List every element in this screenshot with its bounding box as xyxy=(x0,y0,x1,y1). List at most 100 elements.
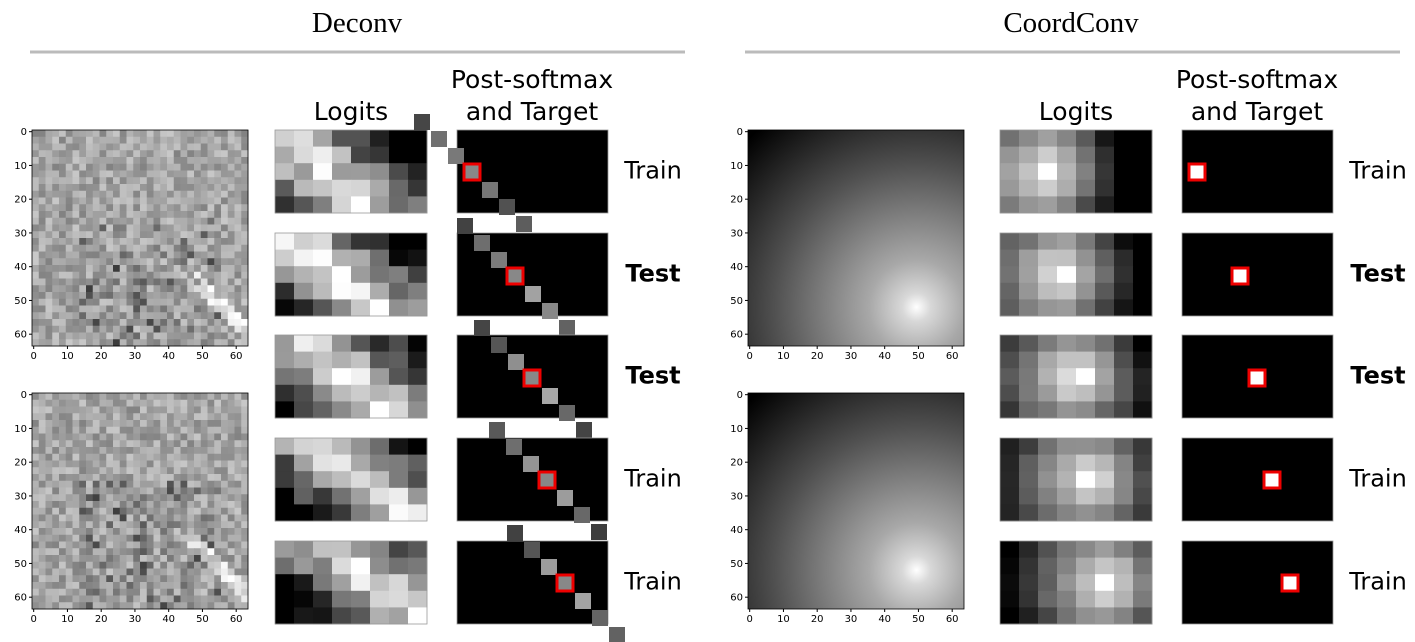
pixel xyxy=(38,211,46,219)
logit-cell xyxy=(1057,574,1077,592)
softmax-cell xyxy=(559,405,575,421)
pixel xyxy=(180,163,188,171)
pixel xyxy=(207,224,215,232)
pixel xyxy=(200,170,208,178)
pixel xyxy=(140,501,148,509)
pixel xyxy=(86,150,94,158)
pixel xyxy=(140,211,148,219)
pixel xyxy=(214,447,222,455)
pixel xyxy=(200,568,208,576)
pixel xyxy=(153,177,161,185)
pixel xyxy=(38,251,46,259)
pixel xyxy=(99,501,107,509)
panel-title: Deconv xyxy=(312,7,403,39)
pixel xyxy=(227,305,235,313)
logit-cell xyxy=(1057,179,1077,197)
pixel xyxy=(65,184,73,192)
logit-cell xyxy=(1076,401,1096,419)
softmax-cell xyxy=(575,593,591,609)
pixel xyxy=(160,211,168,219)
pixel xyxy=(65,325,73,333)
pixel xyxy=(52,521,60,529)
pixel xyxy=(187,244,195,252)
pixel xyxy=(227,420,235,428)
pixel xyxy=(72,184,80,192)
pixel xyxy=(241,197,249,205)
logit-cell xyxy=(1076,196,1096,214)
pixel xyxy=(221,568,229,576)
pixel xyxy=(119,312,127,320)
pixel xyxy=(86,487,94,495)
logit-cell xyxy=(1076,471,1096,489)
pixel xyxy=(167,501,175,509)
pixel xyxy=(187,292,195,300)
pixel xyxy=(194,541,202,549)
pixel xyxy=(45,130,53,138)
logit-cell xyxy=(1038,146,1058,164)
map-image xyxy=(32,130,249,347)
pixel xyxy=(173,217,181,225)
logit-cell xyxy=(351,574,371,592)
pixel xyxy=(106,595,114,603)
logit-cell xyxy=(1076,438,1096,455)
pixel xyxy=(99,204,107,212)
pixel xyxy=(214,474,222,482)
logit-cell xyxy=(1019,233,1039,250)
pixel xyxy=(86,426,94,434)
pixel xyxy=(241,184,249,192)
logit-cell xyxy=(313,401,333,419)
pixel xyxy=(126,143,134,151)
pixel xyxy=(194,163,202,171)
pixel xyxy=(59,568,67,576)
pixel xyxy=(65,157,73,165)
pixel xyxy=(194,278,202,286)
pixel xyxy=(113,285,121,293)
logit-cell xyxy=(408,541,428,558)
pixel xyxy=(140,433,148,441)
pixel xyxy=(194,190,202,198)
pixel xyxy=(99,157,107,165)
pixel xyxy=(207,507,215,515)
pixel xyxy=(79,265,87,273)
pixel xyxy=(133,582,141,590)
pixel xyxy=(92,595,100,603)
pixel xyxy=(207,271,215,279)
pixel xyxy=(72,339,80,347)
pixel xyxy=(119,143,127,151)
pixel xyxy=(140,595,148,603)
pixel xyxy=(72,433,80,441)
pixel xyxy=(214,582,222,590)
pixel xyxy=(241,534,249,542)
pixel xyxy=(207,332,215,340)
logit-cell xyxy=(389,541,409,558)
pixel xyxy=(126,136,134,144)
logit-cell xyxy=(1019,454,1039,472)
pixel xyxy=(126,528,134,536)
pixel xyxy=(214,244,222,252)
pixel xyxy=(72,561,80,569)
pixel xyxy=(59,265,67,273)
pixel xyxy=(86,251,94,259)
pixel xyxy=(214,325,222,333)
pixel xyxy=(45,561,53,569)
pixel xyxy=(38,494,46,502)
pixel xyxy=(79,514,87,522)
pixel xyxy=(214,453,222,461)
logit-cell xyxy=(1114,438,1134,455)
pixel xyxy=(214,602,222,610)
pixel xyxy=(146,184,154,192)
pixel xyxy=(153,244,161,252)
logit-cell xyxy=(294,384,314,402)
logit-cell xyxy=(1057,233,1077,250)
pixel xyxy=(153,602,161,610)
pixel xyxy=(45,224,53,232)
pixel xyxy=(86,561,94,569)
logits-frame xyxy=(999,129,1153,214)
pixel xyxy=(180,575,188,583)
pixel xyxy=(32,251,40,259)
pixel xyxy=(119,251,127,259)
pixel xyxy=(160,433,168,441)
pixel xyxy=(92,339,100,347)
pixel xyxy=(113,555,121,563)
logit-cell xyxy=(1095,335,1115,352)
